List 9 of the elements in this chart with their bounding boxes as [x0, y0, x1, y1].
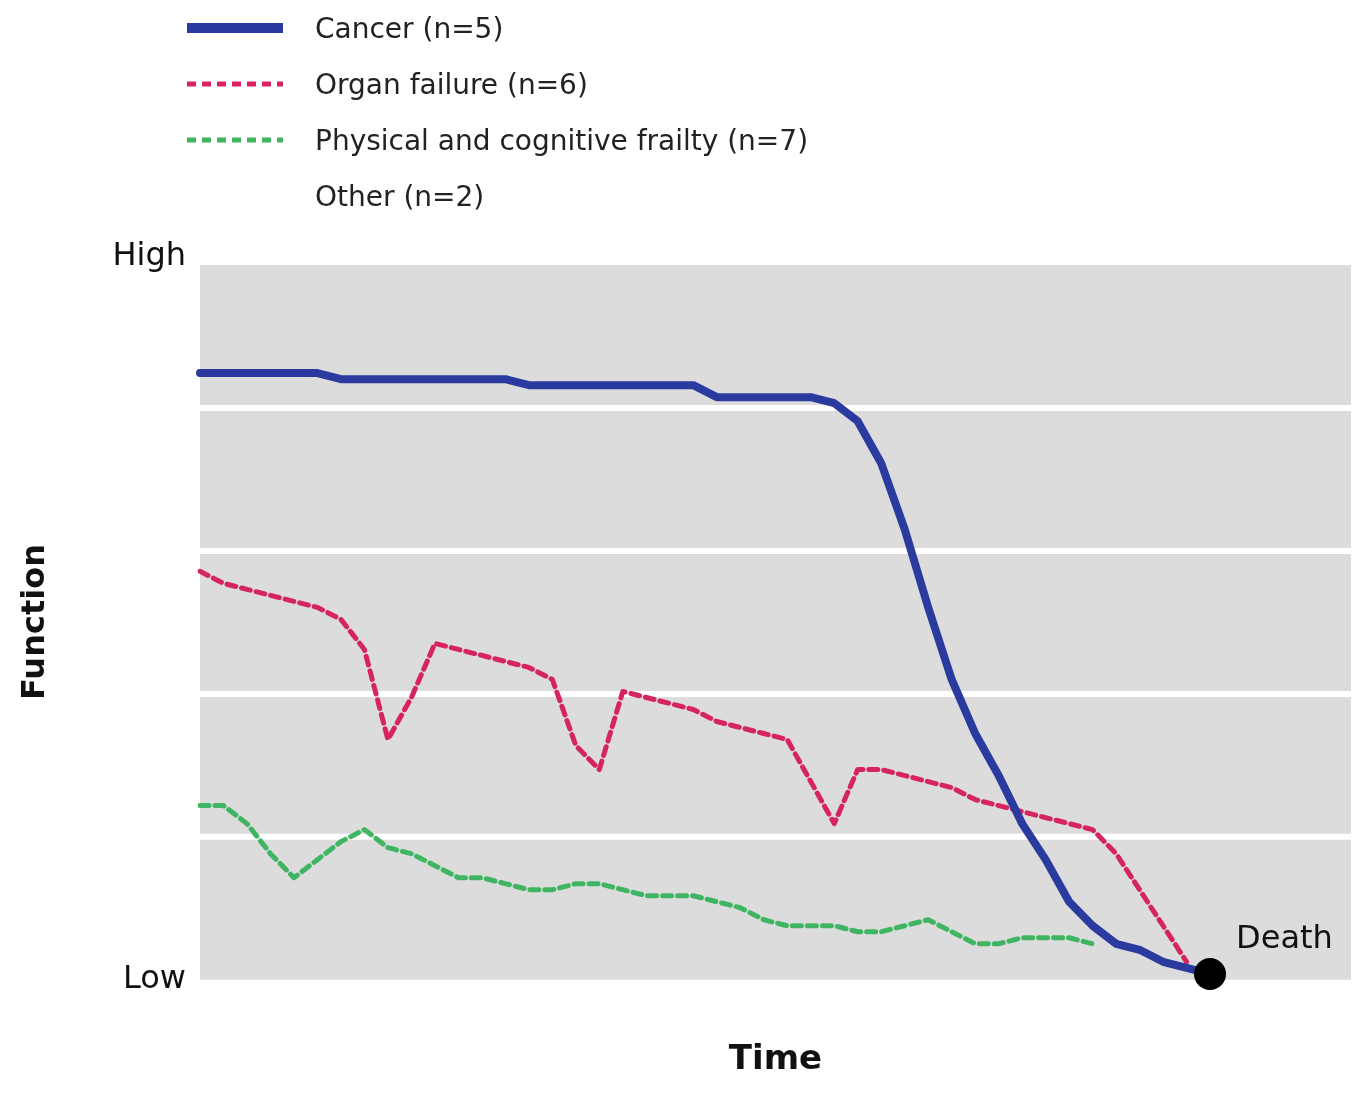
annotation: Death: [1236, 917, 1333, 956]
text: High: [112, 235, 186, 273]
legend-label: Organ failure (n=6): [315, 67, 588, 101]
x-axis-title: Time: [728, 1037, 823, 1078]
text: Low: [122, 957, 186, 996]
y-axis-title: Function: [13, 544, 52, 701]
text: Other (n=2): [314, 178, 486, 215]
legend-label: Cancer (n=5): [315, 11, 504, 45]
legend-label: Physical and cognitive frailty (n=7): [315, 123, 809, 157]
